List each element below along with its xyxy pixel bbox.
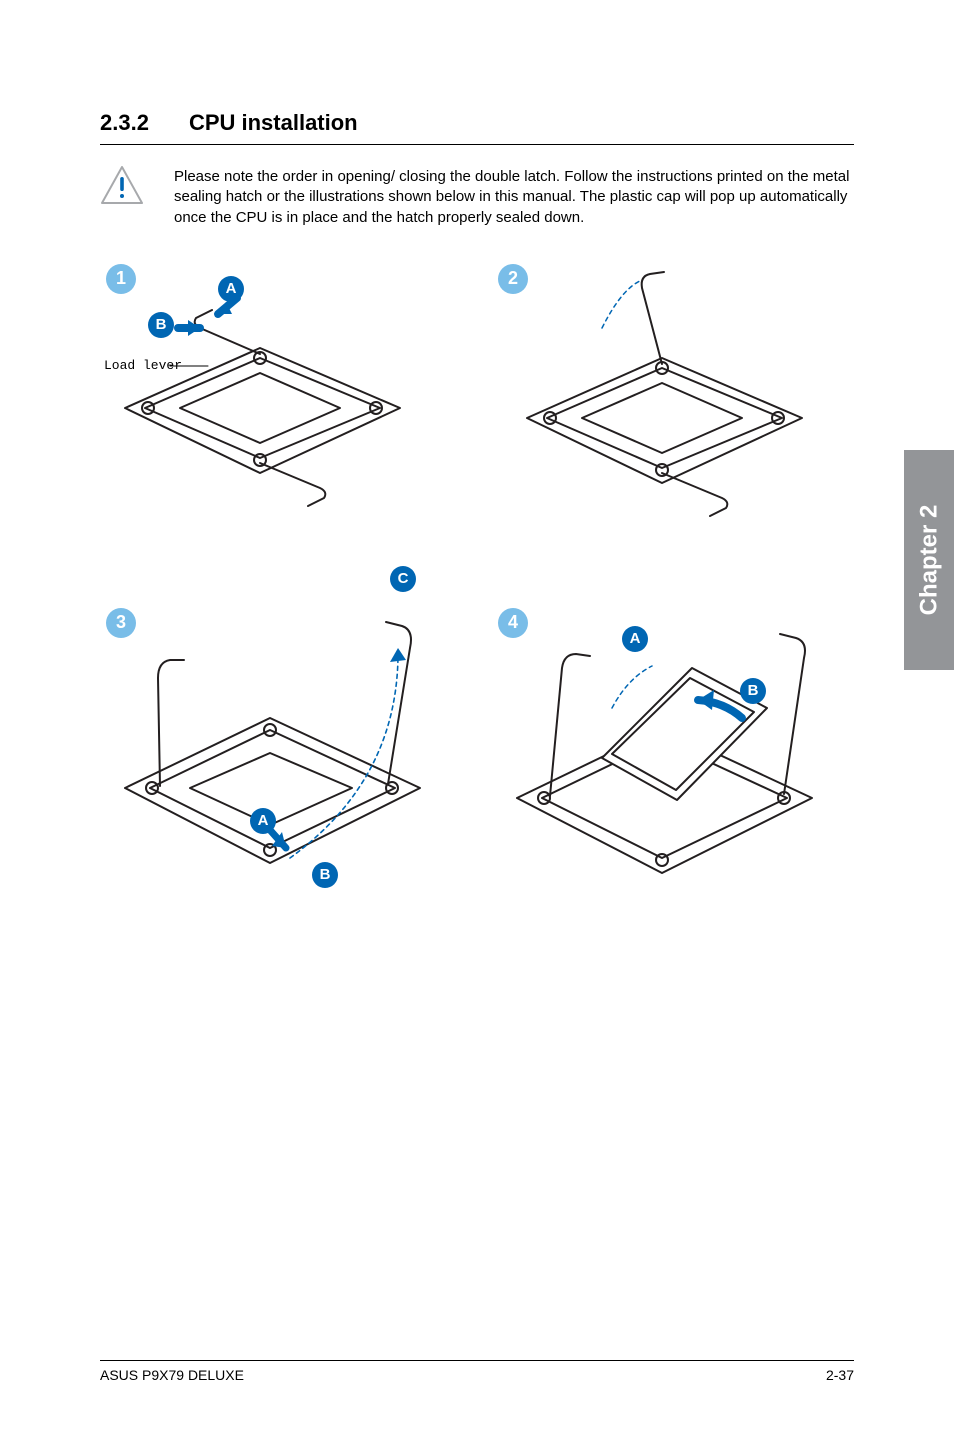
letter-badge-A: A	[218, 276, 244, 302]
warning-note: Please note the order in opening/ closin…	[100, 165, 854, 228]
panel-step-2: 2	[492, 258, 854, 538]
panel-step-1: 1 A B Load lever	[100, 258, 462, 538]
step-badge-2: 2	[498, 264, 528, 294]
panel-step-3: 3 C A B	[100, 558, 462, 918]
chapter-tab-label: Chapter 2	[915, 505, 943, 616]
section-header: 2.3.2 CPU installation	[100, 110, 854, 136]
note-text: Please note the order in opening/ closin…	[174, 165, 854, 228]
step-badge-3: 3	[106, 608, 136, 638]
letter-badge-B-p4: B	[740, 678, 766, 704]
letter-badge-C: C	[390, 566, 416, 592]
load-lever-label: Load lever	[104, 358, 182, 373]
letter-badge-A-p3: A	[250, 808, 276, 834]
step-badge-1: 1	[106, 264, 136, 294]
header-rule	[100, 144, 854, 145]
socket-diagram-3	[100, 558, 450, 918]
socket-diagram-2	[492, 258, 822, 518]
panel-step-4: 4 A B	[492, 558, 854, 918]
section-number: 2.3.2	[100, 110, 149, 136]
footer-rule	[100, 1360, 854, 1361]
page-footer: ASUS P9X79 DELUXE 2-37	[100, 1360, 854, 1383]
step-badge-4: 4	[498, 608, 528, 638]
section-title: CPU installation	[189, 110, 358, 136]
warning-icon	[100, 165, 144, 210]
chapter-tab: Chapter 2	[904, 450, 954, 670]
diagram-grid: 1 A B Load lever	[100, 258, 854, 918]
page: 2.3.2 CPU installation Please note the o…	[0, 0, 954, 1438]
letter-badge-B: B	[148, 312, 174, 338]
letter-badge-A-p4: A	[622, 626, 648, 652]
socket-diagram-4	[492, 558, 842, 918]
footer-page-number: 2-37	[826, 1367, 854, 1383]
socket-diagram-1	[100, 258, 430, 518]
letter-badge-B-p3: B	[312, 862, 338, 888]
footer-product: ASUS P9X79 DELUXE	[100, 1367, 244, 1383]
